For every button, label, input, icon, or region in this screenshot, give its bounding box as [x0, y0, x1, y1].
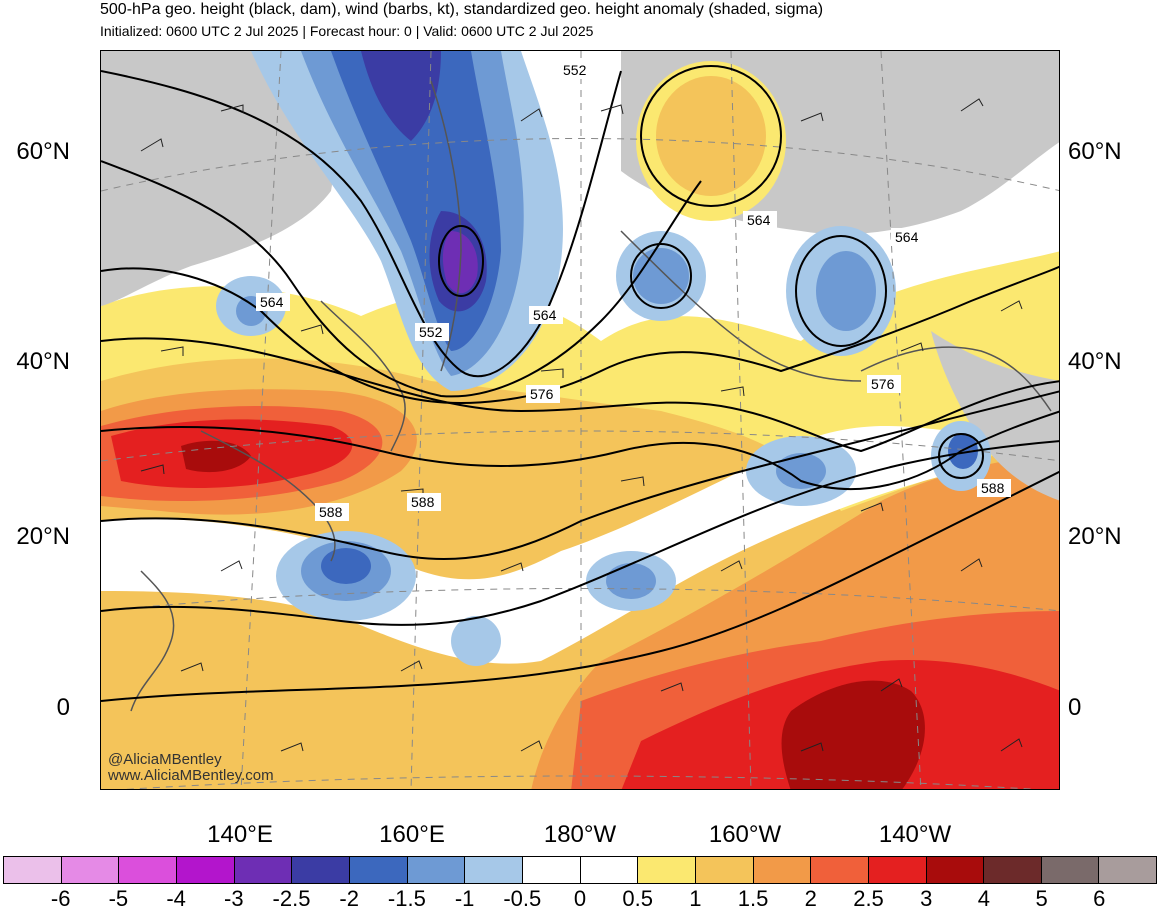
colorbar-tick-label: 2.5: [853, 886, 884, 911]
map-subtitle: Initialized: 0600 UTC 2 Jul 2025 | Forec…: [100, 23, 594, 39]
colorbar-tick-label: -1.5: [387, 886, 426, 911]
colorbar-tick-label: 5: [1035, 886, 1048, 911]
contour-label: 588: [981, 480, 1005, 496]
colorbar-tick-label: 3: [920, 886, 933, 911]
wind-barbs: [140, 98, 1023, 752]
land-canada: [931, 331, 1059, 501]
colorbar-swatch: [811, 857, 869, 883]
graticule: [101, 51, 1059, 789]
anomaly-shade-high-nc-inner: [656, 76, 766, 196]
colorbar-swatch: [926, 857, 985, 883]
lat-label-left: 40°N: [16, 348, 70, 375]
anomaly-shade-low-tropics-w-inner: [321, 548, 371, 584]
height-contours: [101, 65, 1059, 702]
lat-label-left: 0: [56, 694, 70, 721]
colorbar-tick-label: 2: [804, 886, 817, 911]
colorbar-swatch: [292, 857, 350, 883]
lon-label: 140°E: [207, 821, 273, 848]
colorbar-swatch: [753, 857, 812, 883]
colorbar-swatch: [638, 857, 696, 883]
colorbar-tick-label: 4: [977, 886, 991, 911]
colorbar-swatch: [176, 857, 235, 883]
lat-label-right: 60°N: [1068, 138, 1122, 165]
watermark-handle: @AliciaMBentley: [108, 751, 222, 768]
colorbar-swatch: [234, 857, 293, 883]
colorbar-swatch: [465, 857, 523, 883]
lon-label: 140°W: [878, 821, 952, 848]
colorbar-swatch: [580, 857, 639, 883]
lon-label: 160°E: [379, 821, 445, 848]
colorbar-swatch: [695, 857, 754, 883]
colorbar-tick-label: -1: [454, 886, 475, 911]
anomaly-shade-low-tropics-s: [451, 616, 501, 666]
anomaly-shade-low-pacific-inner: [776, 453, 826, 489]
lat-label-right: 0: [1068, 694, 1082, 721]
colorbar-tick-label: 1: [689, 886, 702, 911]
lat-label-right: 20°N: [1068, 523, 1122, 550]
anomaly-shade-low-gulf-inner: [633, 248, 689, 304]
lon-label: 180°W: [543, 821, 617, 848]
contour-label: 564: [747, 212, 771, 228]
colorbar-tick-label: 1.5: [737, 886, 769, 911]
contour-label: 588: [319, 504, 343, 520]
contour-label: 564: [260, 294, 284, 310]
contour-label: 564: [533, 307, 557, 323]
lat-label-right: 40°N: [1068, 348, 1122, 375]
contour-label: 564: [895, 229, 919, 245]
colorbar-tick-label: 0: [573, 886, 587, 911]
contour-label: 552: [419, 324, 443, 340]
colorbar-swatch: [407, 857, 466, 883]
colorbar-swatch: [1099, 857, 1157, 883]
colorbar-tick-label: -6: [50, 886, 71, 911]
colorbar: [3, 856, 1157, 884]
land-east-asia: [101, 51, 333, 306]
lon-label: 160°W: [708, 821, 782, 848]
colorbar-tick-label: -3: [224, 886, 244, 911]
contour-label: 576: [530, 386, 554, 402]
contour-label: 552: [563, 62, 587, 78]
colorbar-tick-label: -5: [108, 886, 129, 911]
contour-label: 588: [411, 494, 435, 510]
colorbar-tick-label: 6: [1093, 886, 1106, 911]
lat-label-left: 20°N: [16, 523, 70, 550]
anomaly-shade-low-ne-inner: [816, 251, 876, 331]
map-svg: 552 552 564 564 564 564 576 576 588 588 …: [101, 51, 1059, 789]
lat-label-left: 60°N: [16, 138, 70, 165]
colorbar-tick-label: -0.5: [503, 886, 542, 911]
watermark-url[interactable]: www.AliciaMBentley.com: [108, 767, 274, 784]
map-panel[interactable]: 552 552 564 564 564 564 576 576 588 588 …: [100, 50, 1060, 790]
colorbar-swatch: [4, 857, 62, 883]
contour-label: 576: [871, 376, 895, 392]
colorbar-tick-label: -2.5: [272, 886, 311, 911]
anomaly-shade-pos-3: [781, 680, 925, 789]
anomaly-shade-japan-3: [181, 440, 251, 473]
colorbar-swatch: [61, 857, 120, 883]
colorbar-swatch: [522, 857, 581, 883]
colorbar-swatch: [349, 857, 408, 883]
colorbar-tick-label: 0.5: [622, 886, 653, 911]
colorbar-swatch: [119, 857, 177, 883]
anomaly-shade-low-tropics-c-inner: [606, 563, 656, 599]
contour-labels: 552 552 564 564 564 564 576 576 588 588 …: [256, 61, 1011, 521]
colorbar-swatch: [984, 857, 1042, 883]
colorbar-swatch: [868, 857, 927, 883]
colorbar-swatch: [1041, 857, 1100, 883]
colorbar-tick-label: -4: [166, 886, 186, 911]
colorbar-tick-label: -2: [339, 886, 359, 911]
map-title: 500-hPa geo. height (black, dam), wind (…: [100, 1, 824, 18]
